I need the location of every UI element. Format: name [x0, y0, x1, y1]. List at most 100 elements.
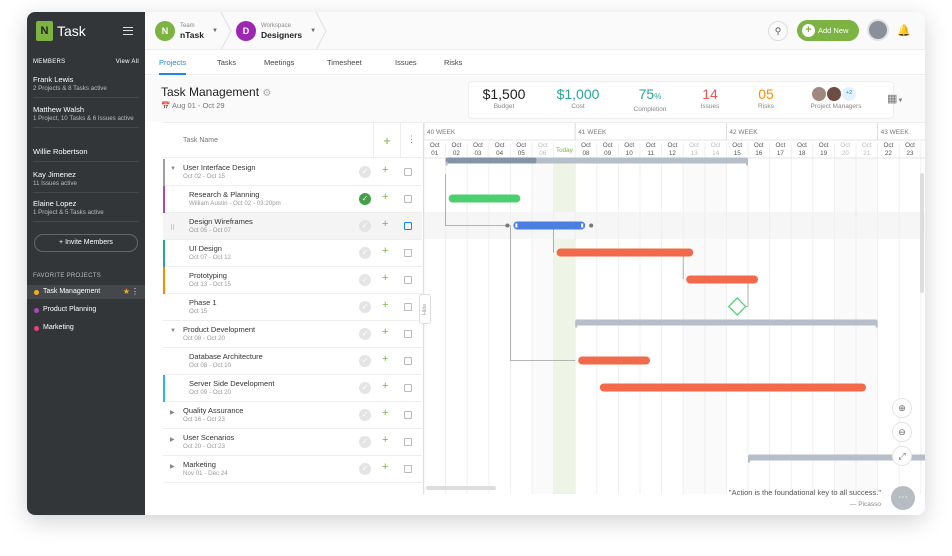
hide-list-button[interactable]: Hide — [419, 294, 431, 324]
view-layout-icon[interactable]: ▦▼ — [887, 93, 904, 105]
open-details-icon[interactable] — [404, 222, 412, 230]
task-row[interactable]: ▶ User Scenarios Oct 20 - Oct 23 ✓ + — [163, 429, 422, 456]
task-row[interactable]: Research & Planning William Austin - Oct … — [163, 186, 422, 213]
chevron-down-icon[interactable]: ▼ — [170, 166, 176, 172]
horizontal-scrollbar[interactable] — [426, 486, 496, 490]
task-row[interactable]: ▶ Quality Assurance Oct 16 - Oct 23 ✓ + — [163, 402, 422, 429]
search-icon[interactable]: ⚲ — [768, 21, 788, 41]
task-row[interactable]: ▼ User Interface Design Oct 02 - Oct 15 ✓ + — [163, 159, 422, 186]
workspace-selector[interactable]: D Workspace Designers ▼ — [236, 12, 316, 50]
add-subtask-icon[interactable]: + — [382, 407, 389, 419]
task-row[interactable]: Phase 1 Oct 15 ✓ + — [163, 294, 422, 321]
complete-check-icon[interactable]: ✓ — [359, 463, 371, 475]
dependency-handle-right[interactable] — [589, 223, 594, 228]
task-row[interactable]: ▼ Product Development Oct 08 - Oct 20 ✓ + — [163, 321, 422, 348]
complete-check-icon[interactable]: ✓ — [359, 166, 371, 178]
chat-icon[interactable]: ⋯ — [891, 486, 915, 510]
complete-check-icon[interactable]: ✓ — [359, 220, 371, 232]
task-bar[interactable] — [599, 383, 866, 392]
add-subtask-icon[interactable]: + — [382, 272, 389, 284]
add-subtask-icon[interactable]: + — [382, 380, 389, 392]
task-row[interactable]: ⠿ Design Wireframes Oct 05 - Oct 07 ✓ + — [163, 213, 422, 240]
add-subtask-icon[interactable]: + — [382, 434, 389, 446]
add-task-button[interactable]: + — [373, 123, 401, 158]
task-bar[interactable] — [556, 248, 694, 257]
resize-handle-right[interactable] — [581, 223, 584, 228]
chevron-down-icon[interactable]: ▼ — [170, 328, 176, 334]
add-subtask-icon[interactable]: + — [382, 218, 389, 230]
add-subtask-icon[interactable]: + — [382, 353, 389, 365]
member-item[interactable]: Willie Robertson — [33, 147, 139, 162]
tab-projects[interactable]: Projects — [159, 50, 187, 75]
app-logo[interactable]: N Task — [36, 21, 86, 41]
hamburger-menu-icon[interactable] — [123, 27, 133, 35]
add-subtask-icon[interactable]: + — [382, 164, 389, 176]
gantt-chart[interactable]: 40 WEEK 41 WEEK 42 WEEK 43 WEEK Oct 01 Oct 02 Oc… — [423, 122, 925, 494]
complete-check-icon[interactable]: ✓ — [359, 409, 371, 421]
member-item[interactable]: Matthew Walsh 1 Project, 10 Tasks & 6 Iss… — [33, 105, 139, 128]
complete-check-icon[interactable]: ✓ — [359, 382, 371, 394]
add-subtask-icon[interactable]: + — [382, 299, 389, 311]
resize-handle-left[interactable] — [515, 223, 518, 228]
open-details-icon[interactable] — [404, 465, 412, 473]
star-icon[interactable]: ★ — [122, 287, 130, 296]
task-bar[interactable] — [578, 356, 650, 365]
chevron-right-icon[interactable]: ▶ — [170, 464, 175, 470]
gear-icon[interactable]: ⚙ — [262, 88, 272, 99]
task-bar[interactable] — [513, 221, 586, 230]
more-options-icon[interactable]: ⋮ — [131, 287, 139, 296]
complete-check-icon[interactable]: ✓ — [359, 193, 371, 205]
zoom-out-icon[interactable]: ⊖ — [892, 422, 912, 442]
tab-issues[interactable]: Issues — [395, 58, 417, 67]
favorite-project-item[interactable]: Product Planning — [27, 303, 145, 317]
complete-check-icon[interactable]: ✓ — [359, 328, 371, 340]
team-selector[interactable]: N Team nTask ▼ — [155, 12, 218, 50]
open-details-icon[interactable] — [404, 303, 412, 311]
task-row[interactable]: Database Architecture Oct 08 - Oct 10 ✓ + — [163, 348, 422, 375]
complete-check-icon[interactable]: ✓ — [359, 301, 371, 313]
drag-handle-icon[interactable]: ⠿ — [170, 225, 176, 232]
tab-risks[interactable]: Risks — [444, 58, 463, 67]
open-details-icon[interactable] — [404, 168, 412, 176]
project-managers[interactable]: +2 Project Managers — [806, 85, 866, 110]
task-row[interactable]: ▶ Marketing Nov 01 - Dec 24 ✓ + — [163, 456, 422, 483]
open-details-icon[interactable] — [404, 330, 412, 338]
complete-check-icon[interactable]: ✓ — [359, 355, 371, 367]
tab-tasks[interactable]: Tasks — [217, 58, 237, 67]
invite-members-button[interactable]: + Invite Members — [34, 234, 138, 252]
task-row[interactable]: Server Side Development Oct 09 - Oct 20 ✓ + — [163, 375, 422, 402]
open-details-icon[interactable] — [404, 357, 412, 365]
tab-timesheet[interactable]: Timesheet — [327, 58, 362, 67]
milestone-diamond[interactable] — [727, 297, 747, 316]
add-subtask-icon[interactable]: + — [382, 245, 389, 257]
complete-check-icon[interactable]: ✓ — [359, 247, 371, 259]
open-details-icon[interactable] — [404, 384, 412, 392]
stat-risks[interactable]: 05 Risks — [735, 85, 797, 110]
chevron-right-icon[interactable]: ▶ — [170, 437, 175, 443]
add-subtask-icon[interactable]: + — [382, 326, 389, 338]
open-details-icon[interactable] — [404, 249, 412, 257]
member-item[interactable]: Kay Jimenez 11 Issues active — [33, 170, 139, 193]
zoom-in-icon[interactable]: ⊕ — [892, 398, 912, 418]
task-row[interactable]: Prototyping Oct 13 - Oct 15 ✓ + — [163, 267, 422, 294]
open-details-icon[interactable] — [404, 276, 412, 284]
open-details-icon[interactable] — [404, 411, 412, 419]
task-bar[interactable] — [448, 194, 521, 203]
fullscreen-icon[interactable]: ⤢ — [892, 446, 912, 466]
add-subtask-icon[interactable]: + — [382, 461, 389, 473]
view-all-link[interactable]: View All — [115, 59, 139, 65]
chevron-right-icon[interactable]: ▶ — [170, 410, 175, 416]
summary-bar[interactable] — [575, 319, 878, 326]
bell-icon[interactable]: 🔔 — [897, 25, 911, 37]
favorite-project-item[interactable]: Task Management ★ ⋮ — [27, 285, 145, 299]
user-avatar[interactable] — [867, 19, 889, 41]
task-row[interactable]: UI Design Oct 07 - Oct 12 ✓ + — [163, 240, 422, 267]
dependency-handle-left[interactable] — [505, 223, 510, 228]
complete-check-icon[interactable]: ✓ — [359, 436, 371, 448]
open-details-icon[interactable] — [404, 438, 412, 446]
stat-issues[interactable]: 14 Issues — [679, 85, 741, 110]
open-details-icon[interactable] — [404, 195, 412, 203]
complete-check-icon[interactable]: ✓ — [359, 274, 371, 286]
add-new-button[interactable]: + Add New — [797, 20, 859, 41]
summary-bar[interactable] — [748, 454, 925, 461]
